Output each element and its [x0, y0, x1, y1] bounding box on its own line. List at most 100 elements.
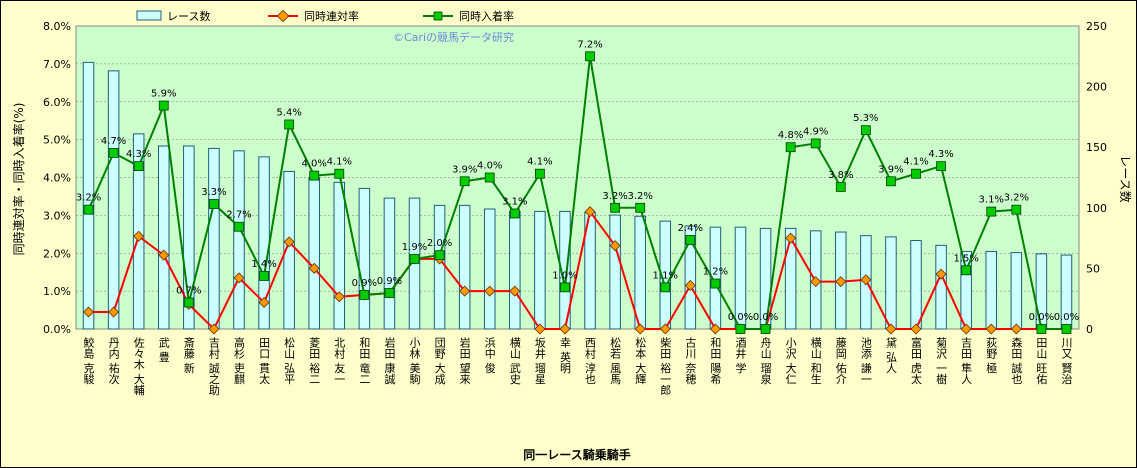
- y-left-tick-label: 5.0%: [43, 134, 71, 147]
- nyuchaku-marker: [158, 100, 169, 111]
- x-category-label: 富田 虎太: [910, 336, 923, 385]
- legend-label-races: レース数: [167, 10, 210, 23]
- nyuchaku-marker: [434, 250, 445, 261]
- nyuchaku-marker: [1011, 204, 1022, 215]
- nyuchaku-marker: [133, 161, 144, 172]
- rentai-marker: [559, 323, 571, 335]
- series-lines: [87, 56, 1067, 331]
- race-count-bar: [1010, 252, 1023, 330]
- rentai-marker: [283, 236, 295, 248]
- nyuchaku-data-label: 4.0%: [477, 161, 502, 172]
- nyuchaku-marker: [359, 290, 370, 300]
- race-count-bar: [308, 177, 320, 330]
- nyuchaku-marker: [585, 51, 595, 62]
- x-category-label: 荻野 極: [985, 337, 998, 374]
- nyuchaku-data-label: 0.7%: [176, 285, 201, 296]
- race-count-bar: [107, 70, 120, 330]
- nyuchaku-marker: [735, 324, 746, 334]
- race-count-bar: [509, 210, 521, 330]
- nyuchaku-data-label: 0.0%: [753, 312, 778, 323]
- y-left-tick-label: 4.0%: [43, 172, 71, 185]
- rentai-marker: [83, 306, 95, 318]
- nyuchaku-data-label: 4.9%: [803, 126, 828, 137]
- nyuchaku-marker: [660, 282, 671, 293]
- nyuchaku-data-label: 3.1%: [502, 196, 527, 207]
- race-count-bar: [433, 204, 446, 330]
- nyuchaku-marker: [534, 168, 545, 179]
- race-count-bar: [183, 145, 195, 330]
- legend-swatch-races: [136, 10, 162, 21]
- nyuchaku-marker: [83, 204, 94, 215]
- nyuchaku-data-label: 5.3%: [853, 113, 878, 124]
- rentai-marker: [609, 240, 621, 252]
- nyuchaku-marker: [886, 176, 896, 187]
- race-count-bar: [885, 236, 897, 330]
- rentai-marker: [960, 323, 972, 335]
- nyuchaku-data-label: 1.4%: [251, 259, 276, 270]
- y-left-tick-label: 3.0%: [43, 209, 71, 222]
- nyuchaku-marker: [209, 199, 219, 209]
- nyuchaku-data-label: 0.9%: [377, 276, 402, 287]
- x-category-label: 吉村 誠之助: [207, 337, 220, 396]
- rentai-marker: [308, 262, 320, 274]
- rentai-marker: [709, 323, 721, 335]
- nyuchaku-data-label: 0.0%: [728, 312, 753, 323]
- nyuchaku-marker: [685, 235, 696, 245]
- nyuchaku-data-label: 4.3%: [928, 149, 953, 160]
- nyuchaku-data-label: 4.0%: [302, 159, 327, 170]
- x-category-label: 田口 貫太: [258, 337, 271, 385]
- x-category-label: 西村 淳也: [584, 337, 597, 385]
- y-right-tick-label: 0: [1086, 323, 1093, 336]
- y-left-tick-label: 8.0%: [43, 20, 71, 33]
- rentai-marker: [785, 232, 797, 244]
- rentai-marker: [208, 323, 220, 335]
- nyuchaku-data-label: 1.1%: [653, 270, 678, 281]
- race-count-bar: [935, 244, 947, 330]
- x-category-label: 横山 武史: [508, 336, 521, 385]
- nyuchaku-data-label: 3.9%: [452, 164, 477, 175]
- x-category-label: 北村 友一: [333, 337, 346, 385]
- nyuchaku-marker: [560, 282, 570, 293]
- nyuchaku-marker: [810, 138, 821, 149]
- rentai-marker: [258, 296, 270, 309]
- series-markers: [83, 51, 1072, 335]
- race-count-bar: [483, 208, 496, 330]
- x-category-label: 和田 竜二: [358, 337, 371, 385]
- x-category-label: 舟山 瑠泉: [759, 336, 772, 385]
- race-count-bar: [634, 215, 646, 330]
- nyuchaku-data-label: 0.0%: [1029, 312, 1054, 323]
- race-count-bar: [784, 227, 797, 330]
- y-right-tick-label: 100: [1086, 202, 1107, 215]
- nyuchaku-marker: [1061, 324, 1072, 334]
- y-right-tick-label: 150: [1086, 141, 1107, 154]
- race-count-bar: [609, 214, 621, 330]
- race-count-bar: [684, 225, 697, 330]
- x-category-label: 小沢 大仁: [784, 337, 797, 385]
- nyuchaku-data-label: 4.1%: [903, 157, 928, 168]
- rentai-marker: [634, 323, 646, 335]
- rentai-marker: [684, 279, 696, 291]
- nyuchaku-marker: [234, 221, 244, 232]
- rentai-marker: [810, 276, 822, 288]
- x-category-label: 柴田 裕一郎: [659, 336, 672, 396]
- rentai-marker: [860, 274, 872, 286]
- x-category-label: 田山 旺佑: [1035, 337, 1048, 385]
- y-right-tick-label: 50: [1086, 262, 1100, 275]
- nyuchaku-marker: [334, 168, 345, 179]
- rentai-marker: [910, 323, 922, 335]
- nyuchaku-marker: [760, 324, 771, 334]
- nyuchaku-data-label: 3.3%: [201, 187, 226, 198]
- nyuchaku-data-label: 4.7%: [101, 136, 126, 147]
- x-category-label: 古川 奈穂: [684, 337, 697, 385]
- x-category-label: 団野 大成: [433, 337, 446, 385]
- race-count-bar: [985, 250, 998, 330]
- y-axis-right-title: レース数: [1118, 155, 1133, 202]
- x-category-label: 岩田 望来: [458, 336, 471, 385]
- y-left-tick-label: 2.0%: [43, 247, 71, 260]
- nyuchaku-data-label: 0.9%: [352, 278, 377, 289]
- x-axis-title: 同一レース騎乗騎手: [523, 447, 630, 462]
- x-category-label: 川又 賢治: [1060, 337, 1073, 385]
- nyuchaku-data-label: 2.7%: [226, 210, 251, 221]
- rentai-marker: [935, 268, 947, 280]
- x-category-label: 岩田 康誠: [383, 336, 396, 385]
